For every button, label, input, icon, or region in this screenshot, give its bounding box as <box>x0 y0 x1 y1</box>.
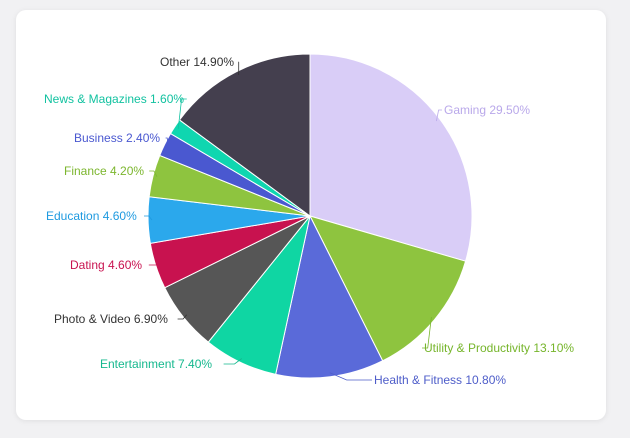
slice-utility-productivity <box>309 215 467 362</box>
leader-health-fitness <box>329 372 372 381</box>
label-health-fitness: Health & Fitness 10.80% <box>374 373 506 387</box>
label-entertainment: Entertainment 7.40% <box>100 357 212 371</box>
leader-utility-productivity <box>422 317 432 349</box>
label-dating: Dating 4.60% <box>70 258 142 272</box>
leader-gaming <box>436 109 442 122</box>
label-utility-productivity: Utility & Productivity 13.10% <box>424 341 574 355</box>
pie-slices <box>147 53 473 379</box>
leader-photo-video <box>177 314 188 320</box>
label-gaming: Gaming 29.50% <box>444 103 530 117</box>
label-other: Other 14.90% <box>160 55 234 69</box>
label-education: Education 4.60% <box>46 209 137 223</box>
slice-other <box>178 53 311 217</box>
label-news-magazines: News & Magazines 1.60% <box>44 92 184 106</box>
label-finance: Finance 4.20% <box>64 164 144 178</box>
slice-gaming <box>309 53 473 262</box>
leader-news-magazines <box>177 98 187 129</box>
label-photo-video: Photo & Video 6.90% <box>54 312 168 326</box>
leader-lines <box>144 61 442 381</box>
leader-entertainment <box>223 358 243 365</box>
slice-labels: Gaming 29.50% Utility & Productivity 13.1… <box>44 55 574 387</box>
leader-business <box>165 137 169 147</box>
leader-education <box>144 215 153 221</box>
leader-finance <box>149 170 158 177</box>
label-business: Business 2.40% <box>74 131 160 145</box>
slice-health-fitness <box>275 214 384 379</box>
